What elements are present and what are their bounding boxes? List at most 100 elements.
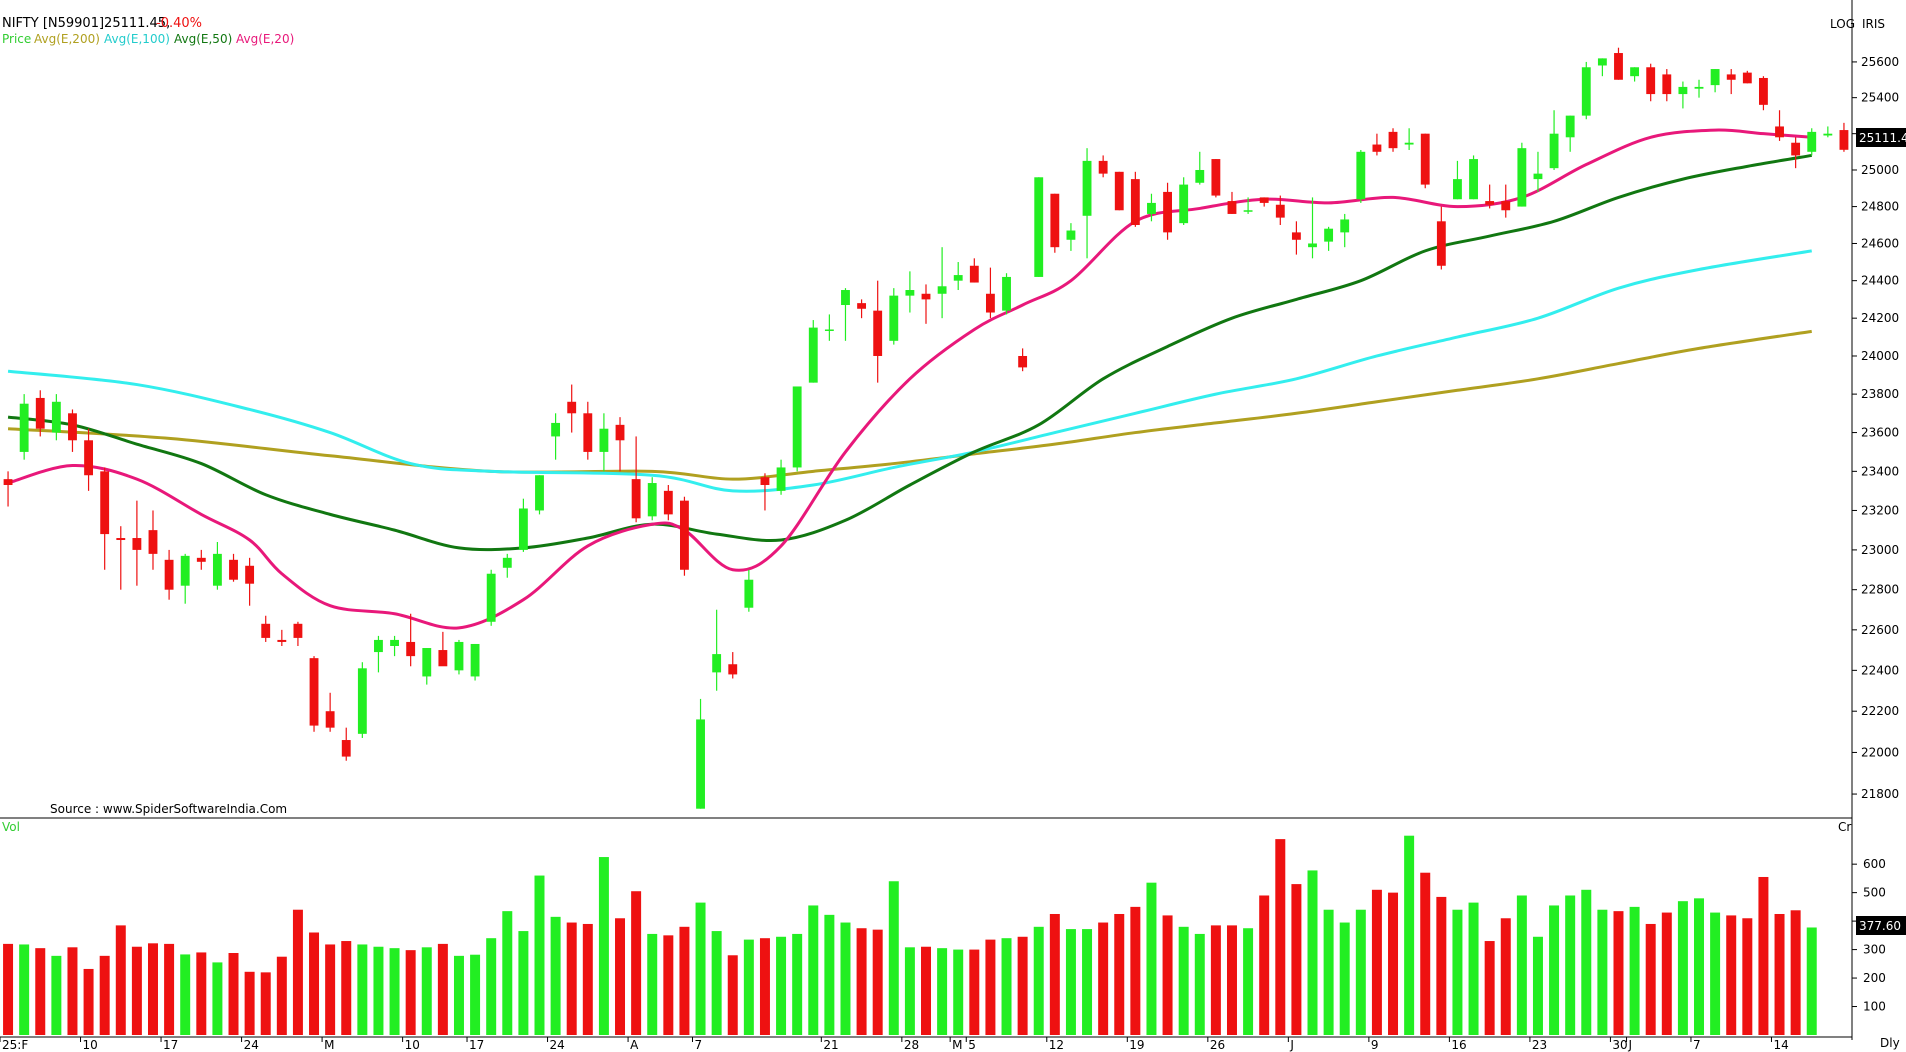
candle-body [1742, 72, 1752, 84]
candle [969, 258, 979, 283]
volume-panel [3, 835, 1817, 1035]
candle [1034, 177, 1044, 277]
candle [1227, 191, 1237, 214]
candle [438, 631, 448, 667]
candle [422, 648, 432, 685]
price-tick-label: 21800 [1861, 787, 1899, 801]
candle [1726, 69, 1736, 95]
period-label[interactable]: Dly [1880, 1036, 1900, 1050]
volume-bar [792, 933, 803, 1035]
candle-body [905, 290, 915, 296]
candle-body [631, 479, 641, 519]
price-tick-label: 22000 [1861, 745, 1899, 759]
candle-body [277, 639, 287, 642]
candle [1243, 197, 1253, 214]
candle-body [84, 440, 94, 476]
ma-line-avg-e-200- [7, 329, 1812, 481]
candle [551, 413, 561, 460]
candle-body [502, 557, 512, 568]
volume-bar [19, 944, 30, 1035]
candle [406, 613, 416, 667]
candle [374, 635, 383, 673]
candle-body [1018, 355, 1028, 368]
volume-bar [1146, 882, 1157, 1035]
candle-body [1839, 130, 1849, 150]
candle-body [1356, 151, 1366, 200]
volume-bar [1033, 926, 1044, 1035]
iris-label[interactable]: IRIS [1862, 17, 1885, 31]
x-tick-label: 26 [1210, 1038, 1225, 1052]
price-tick-label: 23600 [1861, 426, 1899, 440]
volume-bar [405, 950, 416, 1035]
volume-bar [550, 916, 561, 1035]
candle-body [1388, 131, 1398, 149]
candle [212, 541, 222, 590]
volume-bar [1581, 889, 1592, 1035]
x-tick-label: 5 [968, 1038, 976, 1052]
x-tick-label: 30 [1612, 1038, 1627, 1052]
candle [84, 428, 94, 491]
candle [390, 635, 399, 657]
price-panel [3, 47, 1849, 809]
candle-body [599, 428, 609, 452]
candle [1710, 69, 1720, 93]
candle-body [1549, 133, 1559, 169]
x-tick-label: 24 [550, 1038, 565, 1052]
candle [1549, 110, 1559, 170]
candle [841, 288, 850, 341]
volume-bar [743, 939, 754, 1035]
candle-body [1163, 191, 1172, 233]
candle-body [1726, 74, 1736, 80]
candle [808, 320, 818, 383]
volume-bar [1065, 929, 1076, 1035]
candle [518, 498, 528, 552]
candle [1469, 155, 1478, 200]
candle-body [647, 483, 657, 517]
candle-body [1485, 201, 1495, 205]
candle [1308, 197, 1317, 259]
candle-body [1211, 159, 1221, 196]
candle [712, 609, 722, 691]
volume-bar [1371, 889, 1382, 1035]
volume-bar [518, 931, 529, 1035]
x-tick-label: M [952, 1038, 962, 1052]
candle-body [760, 477, 770, 485]
candle-body [3, 479, 13, 485]
candle [1098, 155, 1108, 178]
volume-bar [453, 955, 464, 1035]
candle-body [567, 401, 577, 414]
volume-bar [244, 971, 255, 1035]
volume-bar [808, 905, 819, 1035]
x-tick-label: 19 [1129, 1038, 1144, 1052]
candle [1646, 63, 1656, 102]
volume-tick-label: 200 [1863, 971, 1886, 985]
candle-body [1050, 193, 1060, 248]
candle [229, 553, 238, 582]
candle [293, 621, 303, 646]
candle-body [1195, 169, 1205, 183]
volume-bar [1468, 902, 1479, 1035]
price-tick-label: 23000 [1861, 543, 1899, 557]
candle-body [486, 573, 496, 622]
candle [937, 247, 947, 319]
volume-bar [776, 936, 787, 1035]
candle [1211, 159, 1221, 198]
candle [647, 477, 657, 521]
candle [261, 615, 271, 642]
candle [615, 417, 625, 472]
price-tick-label: 23400 [1861, 464, 1899, 478]
x-tick-label: 10 [83, 1038, 98, 1052]
candle [1114, 171, 1124, 211]
candle [873, 280, 883, 383]
volume-bar [1420, 872, 1431, 1035]
volume-bar [1114, 913, 1125, 1035]
log-scale-label[interactable]: LOG [1830, 17, 1855, 31]
price-tick-label: 24400 [1861, 274, 1899, 288]
candle-body [1227, 201, 1237, 214]
volume-bar [470, 954, 481, 1035]
candle [599, 413, 609, 472]
price-tick-label: 24000 [1861, 349, 1899, 363]
candle [1517, 142, 1527, 207]
volume-bar [711, 931, 722, 1035]
volume-bar [1726, 915, 1737, 1035]
